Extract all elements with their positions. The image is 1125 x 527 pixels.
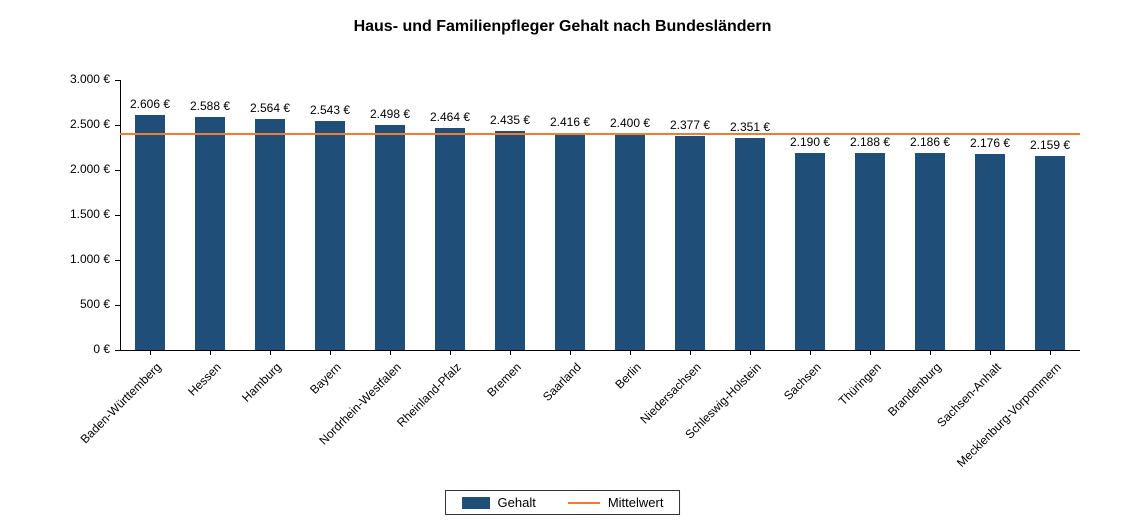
x-tick-mark — [690, 350, 691, 355]
bar — [435, 128, 465, 350]
x-tick-mark — [270, 350, 271, 355]
chart-container: Haus- und Familienpfleger Gehalt nach Bu… — [0, 0, 1125, 527]
bar-value-label: 2.351 € — [730, 120, 770, 134]
y-tick-label: 2.000 € — [0, 162, 110, 176]
x-tick-mark — [930, 350, 931, 355]
legend-item-gehalt: Gehalt — [462, 495, 536, 510]
y-tick-label: 500 € — [0, 297, 110, 311]
bar — [675, 136, 705, 350]
x-tick-mark — [210, 350, 211, 355]
y-tick-label: 0 € — [0, 342, 110, 356]
bar-value-label: 2.188 € — [850, 135, 890, 149]
x-tick-mark — [510, 350, 511, 355]
bar — [255, 119, 285, 350]
bar-value-label: 2.464 € — [430, 110, 470, 124]
legend-swatch-line — [568, 502, 600, 504]
bar-value-label: 2.190 € — [790, 135, 830, 149]
x-tick-mark — [150, 350, 151, 355]
bar — [375, 125, 405, 350]
x-axis-line — [120, 350, 1080, 351]
x-tick-mark — [630, 350, 631, 355]
bar-value-label: 2.186 € — [910, 135, 950, 149]
bar — [855, 153, 885, 350]
bar — [615, 134, 645, 350]
x-tick-mark — [750, 350, 751, 355]
y-tick-label: 2.500 € — [0, 117, 110, 131]
bar-value-label: 2.377 € — [670, 118, 710, 132]
bar-value-label: 2.400 € — [610, 116, 650, 130]
bar — [495, 131, 525, 350]
chart-title: Haus- und Familienpfleger Gehalt nach Bu… — [0, 18, 1125, 36]
x-tick-mark — [450, 350, 451, 355]
x-tick-mark — [810, 350, 811, 355]
legend-swatch-bar — [462, 497, 490, 509]
legend-label-gehalt: Gehalt — [498, 495, 536, 510]
plot-area — [120, 80, 1080, 350]
legend-label-mittelwert: Mittelwert — [608, 495, 664, 510]
x-tick-mark — [570, 350, 571, 355]
y-tick-label: 1.000 € — [0, 252, 110, 266]
x-tick-mark — [870, 350, 871, 355]
legend-item-mittelwert: Mittelwert — [568, 495, 664, 510]
y-tick-label: 1.500 € — [0, 207, 110, 221]
bar-value-label: 2.588 € — [190, 99, 230, 113]
bar — [1035, 156, 1065, 350]
bar — [195, 117, 225, 350]
bar-value-label: 2.416 € — [550, 115, 590, 129]
bar-value-label: 2.159 € — [1030, 138, 1070, 152]
x-tick-mark — [330, 350, 331, 355]
x-tick-mark — [390, 350, 391, 355]
bar — [555, 133, 585, 350]
bar — [135, 115, 165, 350]
bar-value-label: 2.606 € — [130, 97, 170, 111]
x-tick-mark — [1050, 350, 1051, 355]
bar-value-label: 2.564 € — [250, 101, 290, 115]
bar-value-label: 2.435 € — [490, 113, 530, 127]
bar — [735, 138, 765, 350]
bar-value-label: 2.543 € — [310, 103, 350, 117]
bar — [795, 153, 825, 350]
bar — [915, 153, 945, 350]
bar-value-label: 2.176 € — [970, 136, 1010, 150]
legend: Gehalt Mittelwert — [445, 490, 681, 515]
x-tick-mark — [990, 350, 991, 355]
bar — [315, 121, 345, 350]
y-tick-label: 3.000 € — [0, 72, 110, 86]
bar-value-label: 2.498 € — [370, 107, 410, 121]
bar — [975, 154, 1005, 350]
